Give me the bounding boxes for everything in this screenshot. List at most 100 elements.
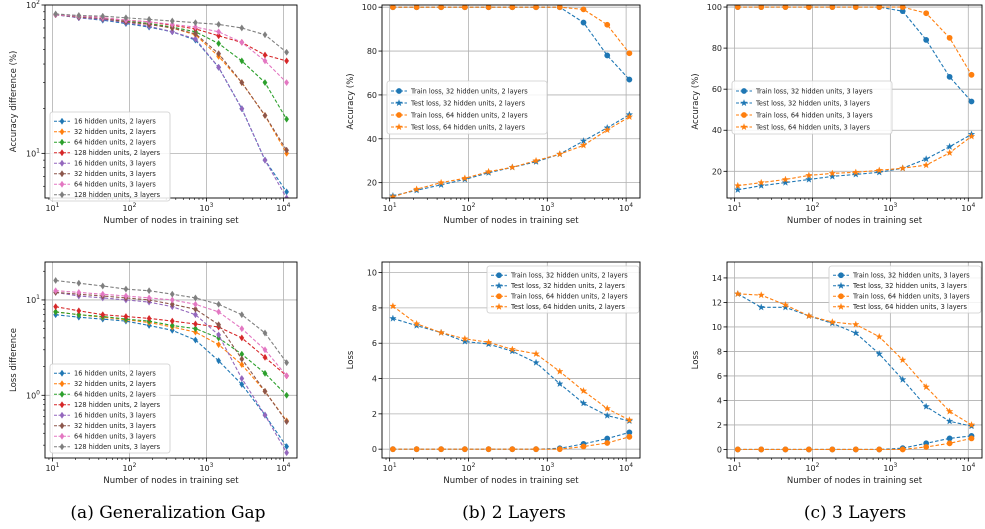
- legend-label: 16 hidden units, 3 layers: [74, 412, 156, 420]
- point-marker: [875, 350, 883, 357]
- point-marker: [395, 123, 403, 131]
- point-marker: [852, 320, 860, 328]
- point-marker: [437, 328, 445, 336]
- point-marker: [837, 302, 845, 310]
- point-marker: [734, 446, 741, 453]
- point-marker: [484, 167, 493, 175]
- point-marker: [533, 446, 539, 453]
- point-marker: [169, 17, 175, 25]
- caption: (b) 2 Layers: [462, 503, 566, 523]
- y-tick-label: 2: [717, 421, 722, 430]
- point-marker: [461, 334, 469, 342]
- point-marker: [741, 112, 747, 118]
- legend-label: 16 hidden units, 2 layers: [74, 118, 156, 126]
- point-marker: [239, 334, 245, 342]
- x-tick-label: 101: [383, 202, 397, 213]
- point-marker: [284, 194, 290, 198]
- point-marker: [389, 314, 397, 322]
- point-marker: [556, 380, 564, 387]
- point-marker: [193, 19, 198, 27]
- legend-label: Test loss, 64 hidden units, 2 layers: [510, 303, 625, 311]
- point-marker: [580, 443, 587, 450]
- point-marker: [284, 449, 290, 457]
- series-line: [737, 6, 972, 76]
- point-marker: [239, 311, 245, 319]
- legend-label: Train loss, 64 hidden units, 2 layers: [410, 111, 528, 119]
- series-layer: [734, 290, 976, 453]
- point-marker: [59, 380, 65, 388]
- legend-label: 16 hidden units, 2 layers: [74, 370, 156, 378]
- x-tick-label: 102: [122, 202, 136, 213]
- point-marker: [922, 402, 930, 410]
- x-axis-label: Number of nodes in training set: [787, 476, 923, 486]
- point-marker: [508, 163, 516, 171]
- x-axis-label: Number of nodes in training set: [103, 476, 239, 486]
- point-marker: [193, 300, 198, 308]
- point-marker: [968, 98, 975, 105]
- y-tick-label: 0: [372, 445, 377, 454]
- legend-box: [49, 363, 171, 454]
- point-marker: [146, 15, 152, 23]
- legend-label: 128 hidden units, 2 layers: [74, 401, 161, 409]
- y-tick-label: 8: [717, 347, 722, 356]
- point-marker: [757, 181, 765, 189]
- y-tick-label: 100: [26, 389, 40, 400]
- series-layer: [389, 302, 634, 453]
- y-tick-label: 4: [372, 375, 377, 384]
- y-tick-label: 40: [712, 126, 722, 135]
- point-marker: [781, 175, 790, 183]
- x-tick-label: 103: [883, 462, 897, 473]
- point-marker: [59, 128, 65, 136]
- point-marker: [852, 5, 859, 10]
- series-line: [392, 305, 630, 421]
- y-axis-label: Loss: [691, 350, 701, 369]
- y-tick-label: 101: [26, 294, 40, 305]
- point-marker: [59, 159, 65, 167]
- x-tick-label: 103: [540, 202, 554, 213]
- x-axis-label: Number of nodes in training set: [443, 216, 579, 226]
- point-marker: [805, 5, 812, 10]
- legend-label: 32 hidden units, 2 layers: [74, 380, 156, 388]
- point-marker: [968, 435, 975, 442]
- legend-label: Train loss, 32 hidden units, 2 layers: [410, 87, 528, 95]
- point-marker: [532, 156, 540, 164]
- point-marker: [100, 282, 106, 290]
- point-marker: [76, 307, 82, 315]
- series-layer: [53, 277, 290, 457]
- point-marker: [123, 313, 129, 320]
- point-marker: [580, 6, 587, 13]
- point-marker: [216, 357, 222, 365]
- point-marker: [579, 141, 588, 149]
- point-marker: [495, 302, 503, 310]
- x-tick-label: 104: [619, 462, 633, 473]
- point-marker: [262, 353, 268, 361]
- point-marker: [740, 123, 748, 131]
- point-marker: [626, 76, 633, 83]
- point-marker: [923, 10, 930, 17]
- x-tick-label: 102: [461, 462, 475, 473]
- point-marker: [216, 63, 222, 71]
- point-marker: [604, 21, 611, 28]
- point-marker: [556, 5, 563, 11]
- point-marker: [413, 446, 420, 453]
- point-marker: [734, 181, 742, 189]
- point-marker: [284, 391, 290, 399]
- legend-label: Test loss, 64 hidden units, 3 layers: [852, 303, 967, 311]
- y-tick-label: 2: [372, 410, 377, 419]
- point-marker: [59, 411, 65, 419]
- point-marker: [556, 446, 563, 453]
- chart-loss-gap: 101 102 103 104 100 101 Number of nodes in tra…: [9, 261, 298, 486]
- legend-label: Test loss, 64 hidden units, 3 layers: [755, 123, 870, 131]
- point-marker: [945, 142, 954, 150]
- x-tick-label: 104: [276, 462, 290, 473]
- point-marker: [239, 105, 245, 113]
- point-marker: [625, 113, 634, 120]
- y-tick-label: 20: [712, 167, 722, 176]
- legend-box: [49, 111, 171, 202]
- point-marker: [216, 321, 222, 329]
- point-marker: [146, 287, 152, 295]
- x-tick-label: 101: [728, 202, 742, 213]
- point-marker: [579, 399, 588, 407]
- point-marker: [461, 446, 468, 453]
- point-marker: [945, 407, 954, 415]
